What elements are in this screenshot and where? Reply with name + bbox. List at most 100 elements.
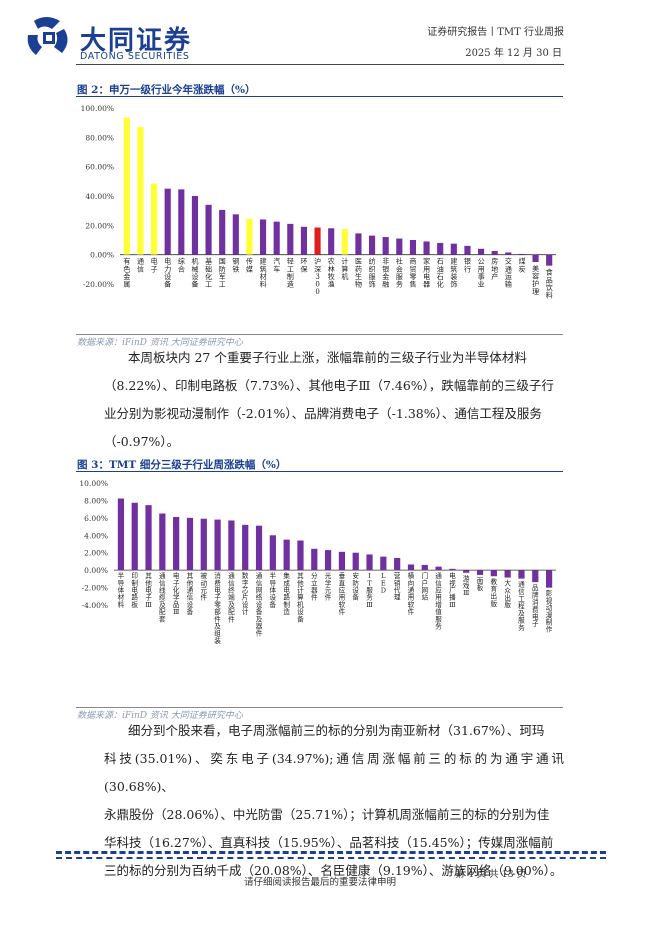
brand-name-cn: 大同证券	[80, 26, 193, 56]
x-category-label: 社会服务	[396, 257, 403, 289]
chart-bar	[164, 188, 171, 255]
chart-bar	[137, 127, 144, 255]
paragraph-stock-summary: 细分到个股来看，电子周涨幅前三的标的分别为南亚新材（31.67%）、珂玛 科技(…	[104, 717, 564, 885]
chart-bar	[490, 570, 497, 577]
figure3-bottom-rule	[76, 707, 563, 708]
figure3-source: 数据来源：iFinD 资讯 大同证券研究中心	[77, 711, 243, 721]
chart-bar	[287, 223, 294, 255]
y-tick-label: 2.00%	[84, 549, 108, 558]
chart-bar	[328, 228, 335, 255]
chart-bar	[491, 251, 498, 255]
paragraph1-line: 本周板块内 27 个重要子行业上涨，涨幅靠前的三级子行业为半导体材料	[128, 350, 527, 365]
chart-bar	[123, 117, 130, 255]
x-category-label: 通信线缆及配套	[159, 571, 166, 623]
chart-bar	[191, 196, 199, 255]
paragraph2-line: 科技(35.01%)、奕东电子(34.97%);通信周涨幅前三的标的为通宇通讯(…	[104, 751, 564, 794]
footer-page-number: 第 4 页 共 13 页	[455, 869, 527, 880]
logo-mark-icon	[27, 17, 68, 55]
chart-bar	[314, 227, 321, 255]
chart-bar	[409, 240, 417, 255]
chart-bar	[246, 218, 253, 255]
x-category-label: 综合	[178, 257, 185, 274]
chart-bar	[518, 570, 525, 579]
x-category-label: 交通运输	[505, 257, 512, 289]
x-category-label: 煤炭	[518, 257, 525, 274]
x-category-label: 建筑装饰	[450, 257, 457, 289]
figure2-source: 数据来源：iFinD 资讯 大同证券研究中心	[77, 338, 243, 348]
y-tick-label: 100.00%	[81, 104, 114, 113]
chart-bar	[338, 551, 346, 571]
y-tick-label: 80.00%	[85, 133, 114, 142]
x-category-label: 垂直应用软件	[339, 571, 346, 616]
x-category-label: 通信终端及配件	[228, 571, 235, 623]
x-category-label: 通信	[137, 257, 144, 274]
chart-bar	[450, 243, 457, 255]
chart-bar	[546, 254, 553, 266]
paragraph2-line: 三的标的分别为百纳千成（20.08%）、名臣健康（9.19%）、游族网络（9.0…	[104, 863, 563, 878]
x-category-label: 环保	[300, 258, 307, 274]
x-category-label: 其他电子 Ⅲ	[145, 572, 152, 609]
figure3-title: 图 3：TMT 细分三级子行业周涨跌幅（%）	[77, 459, 287, 471]
x-category-label: 分立器件	[311, 571, 318, 602]
x-category-label: 横向通用软件	[408, 571, 415, 616]
chart-bar	[186, 517, 194, 571]
x-category-label: 公用事业	[478, 258, 485, 289]
x-category-label: 石油石化	[437, 258, 444, 289]
x-category-label: 印制电路板	[131, 572, 138, 609]
x-category-label: 国防军工	[219, 258, 226, 289]
chart-bar	[407, 564, 415, 571]
x-category-label: 轻工制造	[287, 257, 294, 289]
figure2-bottom-rule	[76, 334, 563, 335]
report-type: 证券研究报告丨TMT 行业周报	[427, 27, 564, 38]
chart-bar	[297, 540, 304, 571]
figure2-title: 图 2：申万一级行业今年涨跌幅（%）	[77, 84, 256, 96]
chart-bar	[228, 520, 235, 571]
chart-bar	[269, 535, 276, 571]
x-category-label: 通信网络设备及器件	[256, 571, 263, 638]
x-category-label: 大众出版	[504, 579, 511, 610]
chart-bar	[150, 183, 158, 255]
x-category-label: 其他计算机设备	[297, 572, 304, 623]
x-category-label: 非银金融	[382, 257, 389, 289]
chart-bar	[505, 252, 512, 255]
x-category-label: 家用电器	[423, 257, 430, 289]
chart-bar	[464, 245, 471, 255]
chart-bar	[283, 539, 290, 571]
chart-bar	[232, 214, 239, 255]
figure3-chart: 10.00% 8.00% 6.00% 4.00% 2.00% 0.00% -2.00% -4.…	[79, 479, 556, 645]
chart-bar	[463, 570, 470, 573]
x-category-label: 传媒	[246, 257, 253, 274]
brand-name-en: DATONG SECURITIES	[80, 51, 190, 62]
x-category-label: 面板	[477, 577, 484, 592]
chart-bar	[368, 235, 376, 255]
x-category-label: 电力设备	[164, 257, 171, 289]
x-category-label: 汽车	[273, 257, 280, 274]
y-tick-label: 40.00%	[85, 192, 114, 201]
chart-bar	[449, 568, 456, 571]
figure2-title-rule	[76, 96, 563, 97]
chart-bar	[518, 253, 526, 255]
x-category-label: 计算机	[341, 257, 348, 281]
y-tick-label: 6.00%	[84, 514, 108, 523]
chart-bar	[159, 513, 166, 571]
chart-bar	[532, 570, 539, 583]
chart-bar	[477, 248, 485, 255]
paragraph1-line: 业分别为影视动漫制作（-2.01%）、品牌消费电子（-1.38%）、通信工程及服…	[104, 406, 542, 421]
figure3-title-rule	[76, 471, 563, 472]
chart-bar	[545, 570, 553, 588]
chart-bar	[476, 570, 484, 575]
x-category-label: 安防设备	[352, 571, 359, 602]
x-category-label: 电子化学品 Ⅲ	[173, 571, 180, 616]
chart-bar	[532, 254, 539, 262]
x-category-label: 纺织服饰	[369, 257, 376, 289]
footer-dashed-rule-top	[56, 851, 606, 854]
header-divider	[76, 64, 564, 65]
chart-bar	[259, 219, 267, 255]
x-category-label: 医药生物	[355, 258, 362, 289]
x-category-label: 教育出版	[491, 577, 498, 608]
footer-legal-note: 请仔细阅读报告最后的重要法律申明	[244, 877, 397, 888]
paragraph-subindustry-summary: 本周板块内 27 个重要子行业上涨，涨幅靠前的三级子行业为半导体材料 （8.22…	[104, 344, 564, 456]
chart-bar	[366, 554, 373, 571]
chart-bar	[300, 226, 308, 255]
